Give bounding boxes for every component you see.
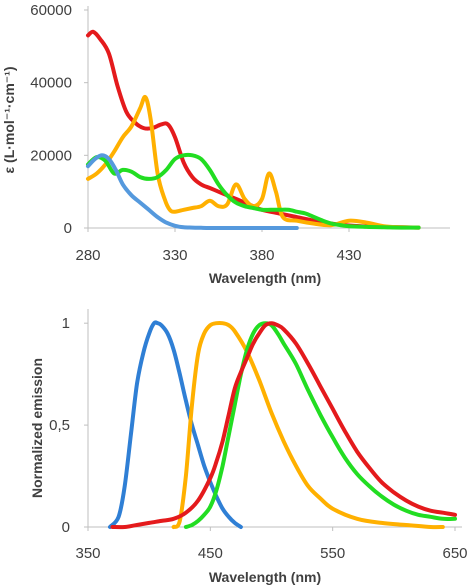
absorption-y-axis-title: ε (L·mol⁻¹·cm⁻¹) [1, 67, 17, 174]
emission-chart: 0 0,5 1 350 450 550 650 Wavelength (nm) Normaliz… [29, 309, 468, 585]
emission-y-tick-label: 0,5 [49, 417, 70, 434]
absorption-y-tick-label: 0 [64, 220, 72, 237]
emission-x-tick-label: 350 [75, 545, 100, 562]
emission-series-line-4 [110, 321, 457, 530]
emission-x-axis-title: Wavelength (nm) [209, 569, 321, 585]
absorption-chart: 0 20000 40000 60000 280 330 380 430 Wavelength (… [1, 2, 450, 286]
emission-x-tick-label: 650 [442, 545, 467, 562]
absorption-y-tick-label: 20000 [30, 147, 72, 164]
emission-y-axis-title: Normalized emission [29, 358, 45, 498]
absorption-x-tick-label: 380 [249, 247, 274, 264]
emission-y-tick-label: 1 [62, 315, 70, 332]
absorption-x-axis-title: Wavelength (nm) [209, 270, 321, 286]
absorption-x-tick-label: 430 [336, 247, 361, 264]
emission-series-line-3 [183, 321, 457, 529]
emission-y-tick-label: 0 [62, 519, 70, 536]
absorption-y-tick-label: 40000 [30, 75, 72, 92]
emission-x-tick-label: 450 [198, 545, 223, 562]
absorption-y-tick-label: 60000 [30, 2, 72, 19]
absorption-series-line-3 [86, 152, 421, 230]
absorption-x-tick-label: 330 [162, 247, 187, 264]
emission-series-line-2 [171, 320, 445, 530]
absorption-x-tick-label: 280 [75, 247, 100, 264]
emission-series-line-1 [108, 320, 243, 529]
absorption-series-line-4 [86, 153, 299, 230]
emission-x-tick-label: 550 [320, 545, 345, 562]
absorption-series-line-2 [86, 94, 421, 230]
